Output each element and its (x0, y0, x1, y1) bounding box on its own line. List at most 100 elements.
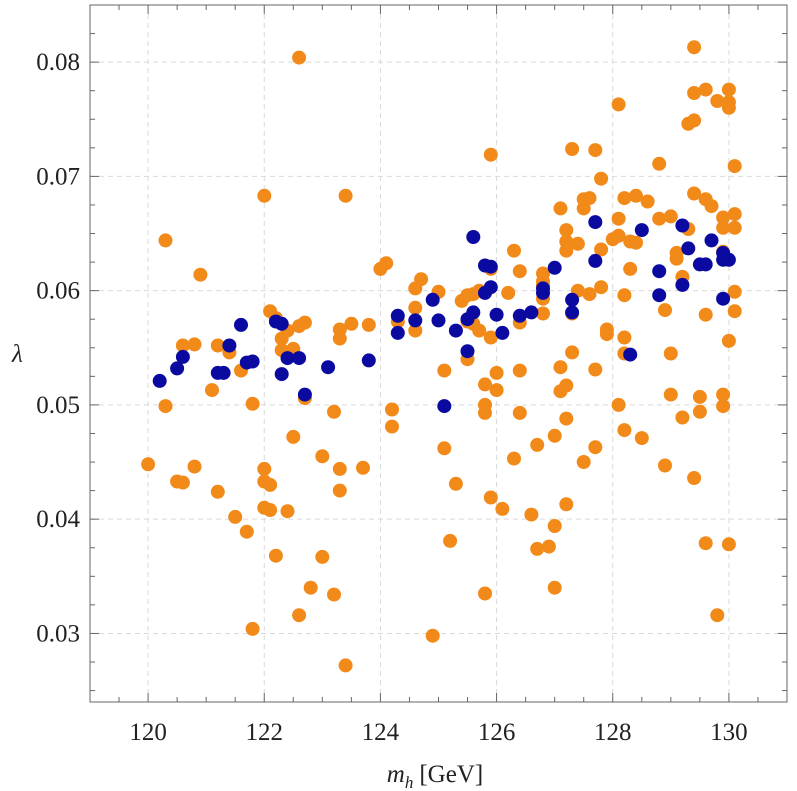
data-point (483, 490, 498, 505)
data-point (356, 460, 370, 475)
data-point (466, 230, 481, 244)
data-point (280, 351, 295, 366)
data-point (315, 449, 330, 464)
data-point (565, 142, 580, 156)
data-point (297, 315, 312, 330)
data-point (512, 264, 527, 279)
data-point (565, 305, 580, 320)
data-point (559, 223, 574, 238)
data-point (303, 580, 318, 595)
data-point (292, 608, 307, 623)
data-point (588, 362, 603, 377)
data-point (617, 191, 632, 206)
data-point (710, 608, 725, 623)
data-point (588, 440, 603, 455)
data-point (210, 484, 225, 499)
data-point (727, 220, 742, 235)
data-point (663, 387, 678, 402)
tick-labels: 120 122 124 126 128 130 0.03 0.04 0.05 0.06 0.07 0.… (36, 49, 747, 746)
data-point (483, 330, 498, 345)
data-point (704, 199, 719, 214)
data-point (466, 305, 481, 320)
data-point (547, 260, 562, 275)
data-point (623, 347, 638, 362)
data-point (652, 288, 667, 303)
data-point (379, 256, 394, 271)
data-point (286, 429, 301, 444)
series-2 (152, 215, 736, 414)
data-point (698, 307, 713, 322)
data-point (507, 451, 521, 466)
y-tick-label: 0.03 (36, 620, 80, 647)
data-point (727, 207, 742, 222)
data-point (344, 316, 359, 331)
data-point (408, 300, 423, 315)
data-point (547, 519, 562, 533)
x-tick-label: 126 (478, 719, 516, 746)
data-point (594, 280, 609, 295)
data-point (321, 360, 336, 375)
data-points (141, 40, 742, 673)
data-point (390, 325, 405, 340)
data-point (257, 188, 272, 203)
data-point (588, 215, 603, 230)
data-point (692, 389, 707, 404)
data-point (611, 228, 626, 243)
data-point (547, 580, 562, 595)
data-point (489, 365, 504, 380)
data-point (594, 242, 609, 257)
data-point (437, 399, 452, 414)
data-point (617, 288, 632, 303)
data-point (158, 233, 173, 248)
data-point (448, 476, 463, 491)
x-tick-label: 124 (362, 719, 400, 746)
data-point (716, 220, 731, 235)
data-point (512, 308, 527, 323)
data-point (332, 461, 347, 476)
data-point (460, 344, 475, 359)
data-point (292, 351, 307, 366)
data-point (483, 280, 498, 295)
data-point (652, 156, 667, 171)
data-point (669, 245, 684, 260)
data-point (443, 533, 458, 548)
data-point (553, 201, 568, 216)
data-point (559, 411, 574, 426)
data-point (559, 378, 574, 393)
data-point (687, 40, 702, 55)
data-point (553, 360, 568, 375)
data-point (582, 191, 597, 206)
x-tick-label: 130 (710, 719, 748, 746)
data-point (675, 277, 690, 292)
data-point (315, 549, 330, 564)
data-point (414, 272, 429, 287)
data-point (524, 305, 539, 320)
data-point (629, 235, 643, 250)
data-point (170, 361, 185, 376)
x-tick-label: 122 (246, 719, 284, 746)
data-point (408, 323, 423, 338)
data-point (634, 223, 649, 238)
data-point (623, 261, 638, 276)
data-point (588, 143, 603, 158)
data-point (698, 257, 713, 272)
data-point (576, 201, 591, 216)
data-point (234, 317, 248, 332)
data-point (216, 365, 231, 380)
data-point (222, 338, 237, 353)
data-point (652, 264, 667, 279)
x-tick-label: 120 (129, 719, 167, 746)
data-point (716, 399, 731, 414)
data-point (390, 308, 405, 323)
data-point (187, 337, 202, 352)
data-point (704, 233, 719, 248)
data-point (175, 349, 190, 364)
data-point (245, 354, 260, 369)
data-point (152, 373, 167, 388)
data-point (658, 303, 672, 318)
data-point (576, 455, 591, 469)
data-point (611, 397, 626, 412)
data-point (588, 253, 603, 268)
data-point (483, 259, 498, 274)
